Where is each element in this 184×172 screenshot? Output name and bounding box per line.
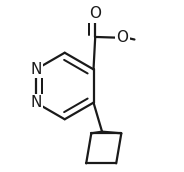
Text: O: O bbox=[116, 30, 128, 45]
Text: N: N bbox=[30, 62, 42, 77]
Text: N: N bbox=[30, 95, 42, 110]
Text: O: O bbox=[89, 6, 101, 22]
